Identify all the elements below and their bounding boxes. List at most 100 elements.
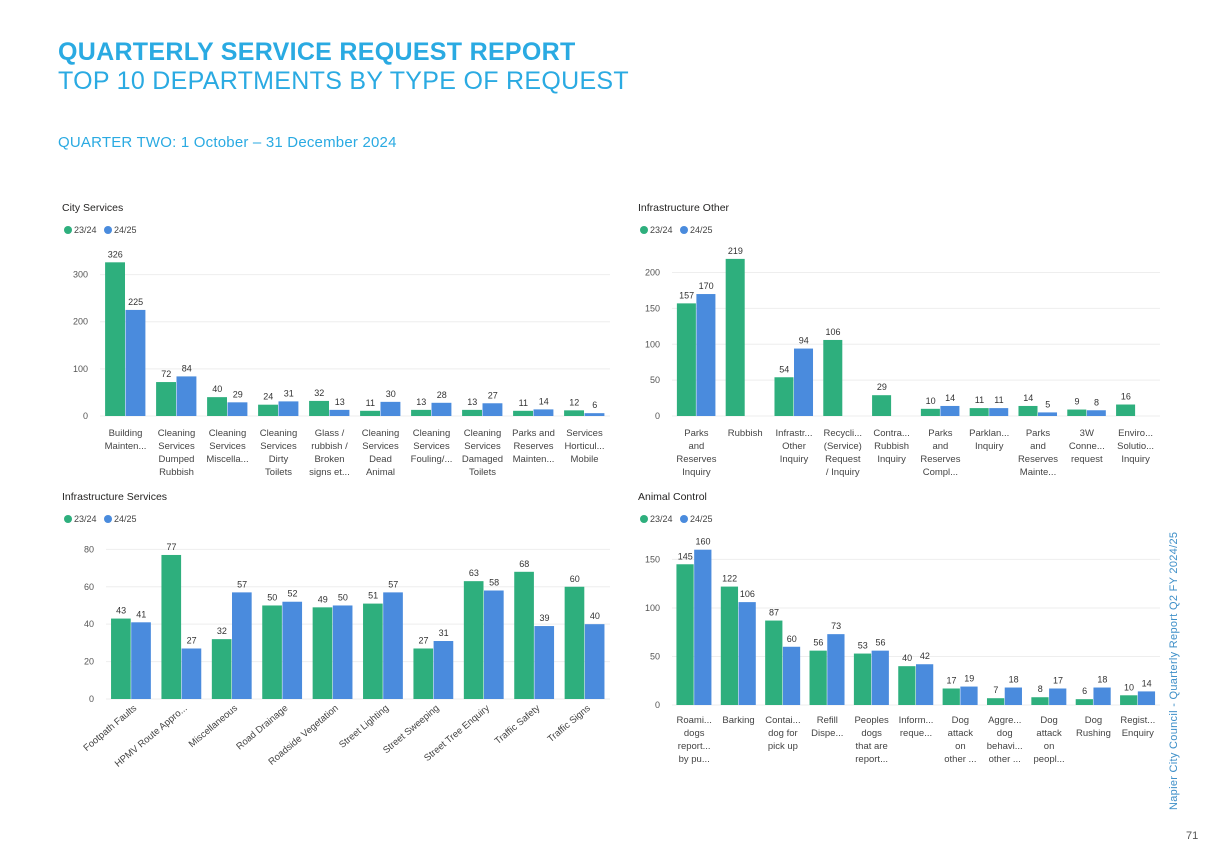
chart-title: Infrastructure Other — [638, 202, 730, 214]
data-label: 18 — [1097, 675, 1107, 685]
bar-24-25 — [131, 622, 151, 699]
chart-panel-city-services: City Services 23/24 24/25 0 100 200 300 326 225 B… — [58, 196, 620, 488]
bar-24-25 — [871, 650, 889, 705]
category-label: Contra... Rubbish Inquiry — [873, 428, 909, 465]
data-label: 11 — [519, 398, 528, 408]
bar-23-24 — [258, 404, 278, 416]
data-label: 9 — [1075, 397, 1080, 407]
category-label: Parks and Reserves Compl... — [920, 428, 960, 478]
bar-23-24 — [411, 409, 431, 416]
infrastructure-other-chart: Infrastructure Other 23/24 24/25 0 50 100 150 2… — [638, 202, 1160, 478]
data-label: 58 — [489, 578, 499, 588]
legend-marker-23-24 — [640, 515, 648, 523]
bar-23-24 — [774, 377, 794, 416]
category-label: Parks and Reserves Mainte... — [1018, 428, 1058, 478]
data-label: 54 — [779, 364, 789, 374]
bar-24-25 — [482, 403, 503, 416]
bar-23-24 — [765, 620, 783, 705]
category-label: Dog attack on other ... — [944, 715, 976, 765]
category-label: Cleaning Services Damaged Toilets — [462, 428, 503, 478]
bar-24-25 — [584, 413, 605, 416]
category-label: Cleaning Services Dead Animal — [362, 428, 400, 478]
bar-23-24 — [1018, 405, 1038, 416]
data-label: 60 — [570, 574, 580, 584]
category-label: Miscellaneous — [187, 703, 240, 750]
category-label: Dog Rushing — [1076, 715, 1111, 739]
data-label: 50 — [267, 592, 277, 602]
data-label: 6 — [1082, 686, 1087, 696]
bar-23-24 — [513, 410, 533, 416]
y-tick-label: 300 — [73, 270, 88, 280]
legend-marker-24-25 — [104, 515, 112, 523]
bar-23-24 — [312, 607, 333, 699]
bar-23-24 — [725, 258, 745, 416]
data-label: 27 — [419, 635, 429, 645]
category-label: Traffic Safety — [493, 703, 543, 747]
category-label: Enviro... Solutio... Inquiry — [1117, 428, 1154, 465]
data-label: 50 — [338, 592, 348, 602]
data-label: 72 — [161, 369, 171, 379]
data-label: 14 — [539, 396, 549, 406]
bar-24-25 — [329, 409, 350, 416]
bar-24-25 — [176, 376, 197, 416]
chart-panel-animal-control: Animal Control 23/24 24/25 0 50 100 150 145 160 R… — [634, 485, 1170, 775]
category-label: Building Mainten... — [105, 428, 147, 452]
bar-23-24 — [942, 688, 960, 705]
bar-23-24 — [161, 554, 182, 699]
data-label: 11 — [994, 395, 1003, 405]
bar-23-24 — [809, 650, 827, 705]
data-label: 51 — [368, 591, 378, 601]
bar-23-24 — [1075, 699, 1093, 705]
data-label: 29 — [877, 382, 887, 392]
bar-24-25 — [1093, 687, 1111, 705]
category-label: Cleaning Services Dumped Rubbish — [158, 428, 196, 478]
bar-24-25 — [1049, 688, 1067, 705]
category-label: Cleaning Services Miscella... — [206, 428, 248, 465]
data-label: 17 — [946, 676, 956, 686]
data-label: 145 — [678, 551, 693, 561]
category-label: Cleaning Services Dirty Toilets — [260, 428, 298, 478]
y-tick-label: 40 — [84, 619, 94, 629]
bar-23-24 — [564, 410, 584, 416]
bar-24-25 — [940, 405, 960, 416]
data-label: 122 — [722, 574, 737, 584]
y-tick-label: 0 — [655, 411, 660, 421]
chart-title: City Services — [62, 202, 123, 214]
data-label: 73 — [831, 621, 841, 631]
data-label: 77 — [167, 542, 177, 552]
bar-24-25 — [431, 402, 452, 416]
y-tick-label: 50 — [650, 651, 660, 661]
chart-panel-infrastructure-services: Infrastructure Services 23/24 24/25 0 20 40 60… — [58, 485, 620, 775]
legend-marker-23-24 — [640, 226, 648, 234]
category-label: Inform... reque... — [899, 715, 934, 739]
chart-title: Animal Control — [638, 491, 707, 503]
data-label: 14 — [945, 393, 955, 403]
category-label: Regist... Enquiry — [1120, 715, 1155, 739]
y-tick-label: 0 — [89, 694, 94, 704]
data-label: 24 — [263, 392, 273, 402]
category-label: Street Lighting — [337, 703, 391, 751]
category-label: Barking — [722, 715, 754, 726]
bar-24-25 — [1086, 410, 1106, 416]
legend-label: 24/25 — [114, 225, 137, 235]
bar-24-25 — [181, 648, 202, 699]
category-label: Services Horticul... Mobile — [564, 428, 604, 465]
legend-marker-23-24 — [64, 515, 72, 523]
bar-24-25 — [227, 402, 248, 416]
legend-label: 24/25 — [690, 225, 713, 235]
category-label: Refill Dispe... — [811, 715, 843, 739]
report-subtitle: TOP 10 DEPARTMENTS BY TYPE OF REQUEST — [58, 67, 629, 95]
bar-23-24 — [823, 339, 843, 416]
category-label: Parks and Reserves Inquiry — [676, 428, 716, 478]
data-label: 27 — [488, 390, 498, 400]
bar-23-24 — [564, 586, 585, 699]
data-label: 49 — [318, 594, 328, 604]
category-label: Infrastr... Other Inquiry — [776, 428, 813, 465]
data-label: 30 — [386, 389, 396, 399]
category-label: Dog attack on peopl... — [1034, 715, 1065, 765]
category-label: Cleaning Services Fouling/... — [411, 428, 453, 465]
data-label: 94 — [799, 336, 809, 346]
category-label: Traffic Signs — [546, 703, 593, 745]
